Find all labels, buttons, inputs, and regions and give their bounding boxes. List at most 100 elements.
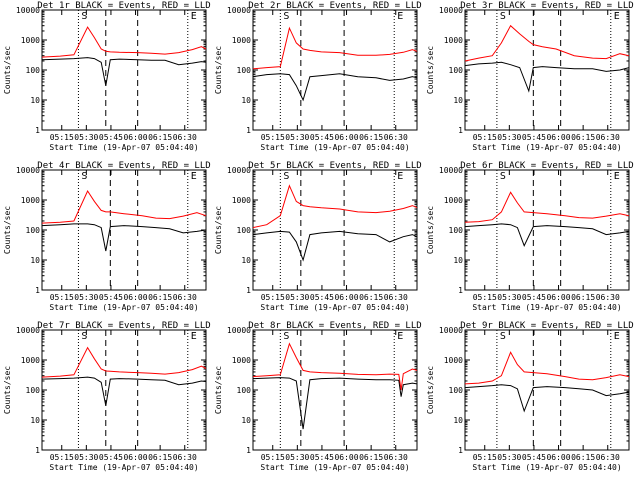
y-tick-label: 100 [237,226,252,235]
y-tick-label: 1000 [232,196,251,205]
y-tick-label: 100 [449,66,464,75]
series-lld [41,189,207,224]
series-lld [464,191,630,223]
y-tick-label: 100 [237,386,252,395]
marker-end-label: E [614,11,620,22]
series-lld [464,24,630,62]
x-tick-label: 05:30 [285,453,309,462]
x-tick-label: 05:15 [473,453,497,462]
plot-frame [252,329,418,451]
x-tick-label: 06:00 [546,293,570,302]
y-tick-label: 10 [241,416,251,425]
y-tick-label: 1000 [21,36,40,45]
x-tick-label: 05:45 [310,133,334,142]
x-tick-label: 06:15 [148,453,172,462]
panel-det-8: Det 8r BLACK = Events, RED = LLD 1 10 100 10… [214,321,422,472]
y-tick-label: 100 [449,226,464,235]
panel-det-3: Det 3r BLACK = Events, RED = LLD 1 10 100 10… [426,1,634,152]
panel-det-6: Det 6r BLACK = Events, RED = LLD 1 10 100 10… [426,161,634,312]
y-axis-label: Counts/sec [426,46,435,94]
x-axis-label: Start Time (19-Apr-07 05:04:40) [260,463,409,472]
y-axis-label: Counts/sec [426,366,435,414]
series-events [41,223,207,252]
y-tick-label: 10000 [439,6,463,15]
y-tick-label: 1 [246,286,251,295]
y-tick-label: 1000 [444,36,463,45]
panel-det-4: Det 4r BLACK = Events, RED = LLD 1 10 100 10… [3,161,211,312]
x-tick-label: 06:15 [148,293,172,302]
y-tick-label: 10 [453,416,463,425]
panel-title: Det 8r BLACK = Events, RED = LLD [248,321,421,331]
x-tick-label: 06:30 [384,133,408,142]
marker-start-label: S [81,11,87,22]
x-tick-label: 05:15 [473,293,497,302]
y-tick-label: 100 [237,66,252,75]
plot-frame [464,169,630,291]
plot-frame [464,329,630,451]
series-lld [252,26,418,70]
y-tick-label: 10 [241,256,251,265]
panel-det-2: Det 2r BLACK = Events, RED = LLD 1 10 100 10… [214,1,422,152]
y-tick-label: 1000 [232,356,251,365]
x-tick-label: 05:30 [74,133,98,142]
y-axis-label: Counts/sec [214,206,223,254]
plot-frame [41,329,207,451]
x-tick-label: 05:30 [285,293,309,302]
x-tick-label: 06:00 [334,293,358,302]
panel-det-9: Det 9r BLACK = Events, RED = LLD 1 10 100 10… [426,321,634,472]
series-lld [41,26,207,58]
marker-end-label: E [614,331,620,342]
y-tick-label: 10000 [16,6,40,15]
y-tick-label: 10 [30,256,40,265]
x-tick-label: 06:15 [571,133,595,142]
x-tick-label: 06:00 [123,453,147,462]
x-axis-label: Start Time (19-Apr-07 05:04:40) [49,463,198,472]
y-tick-label: 10000 [227,166,251,175]
marker-end-label: E [191,331,197,342]
x-axis-label: Start Time (19-Apr-07 05:04:40) [49,143,198,152]
x-tick-label: 05:30 [497,133,521,142]
series-events [41,376,207,406]
x-axis-label: Start Time (19-Apr-07 05:04:40) [260,143,409,152]
panel-title: Det 2r BLACK = Events, RED = LLD [248,1,421,11]
x-axis-label: Start Time (19-Apr-07 05:04:40) [472,303,621,312]
marker-end-label: E [614,171,620,182]
y-axis-label: Counts/sec [3,366,12,414]
x-tick-label: 06:00 [546,453,570,462]
x-tick-label: 06:00 [546,133,570,142]
x-tick-label: 05:30 [285,133,309,142]
x-tick-label: 05:45 [99,133,123,142]
x-tick-label: 05:45 [99,293,123,302]
x-tick-label: 05:30 [497,453,521,462]
y-tick-label: 10000 [439,326,463,335]
x-tick-label: 05:30 [497,293,521,302]
series-events [252,73,418,102]
y-tick-label: 10 [241,96,251,105]
marker-start-label: S [500,11,506,22]
y-tick-label: 1 [458,446,463,455]
y-axis-label: Counts/sec [214,366,223,414]
x-axis-label: Start Time (19-Apr-07 05:04:40) [260,303,409,312]
x-tick-label: 05:15 [50,133,74,142]
marker-start-label: S [81,171,87,182]
x-tick-label: 05:15 [261,293,285,302]
y-tick-label: 1000 [444,196,463,205]
y-tick-label: 100 [26,226,41,235]
plot-frame [252,9,418,131]
series-events [252,230,418,262]
x-tick-label: 05:45 [99,453,123,462]
marker-end-label: E [397,171,403,182]
marker-end-label: E [191,11,197,22]
x-tick-label: 06:15 [359,133,383,142]
y-tick-label: 1000 [21,356,40,365]
x-tick-label: 06:30 [173,293,197,302]
x-axis-label: Start Time (19-Apr-07 05:04:40) [49,303,198,312]
x-tick-label: 05:15 [473,133,497,142]
x-tick-label: 06:00 [123,133,147,142]
panel-title: Det 5r BLACK = Events, RED = LLD [248,161,421,171]
y-tick-label: 1 [458,286,463,295]
series-events [464,61,630,93]
y-tick-label: 1 [458,126,463,135]
panel-det-1: Det 1r BLACK = Events, RED = LLD 1 10 100 10… [3,1,211,152]
y-axis-label: Counts/sec [3,206,12,254]
